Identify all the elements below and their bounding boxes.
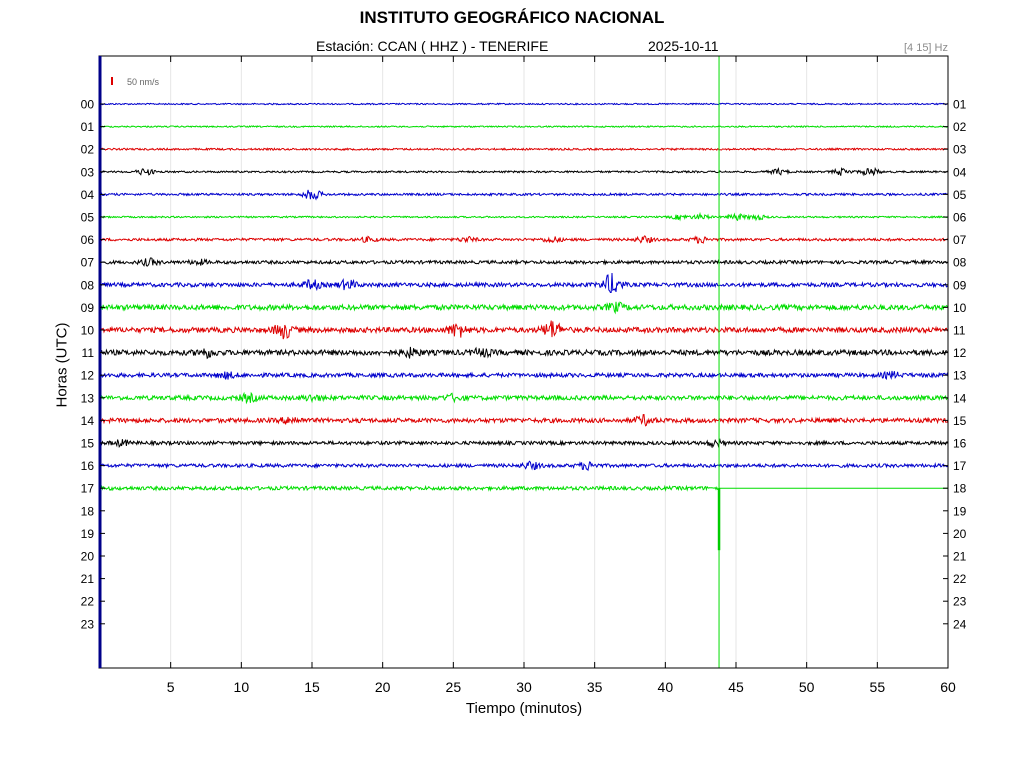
hour-label-right: 01: [953, 98, 967, 112]
hour-label-right: 16: [953, 437, 967, 451]
trace-hour-05: [99, 211, 949, 222]
hour-label-left: 18: [81, 504, 95, 518]
hour-label-right: 21: [953, 550, 967, 564]
trace-hour-12: [99, 370, 949, 380]
trace-hour-01: [99, 124, 949, 129]
hour-label-right: 04: [953, 165, 967, 179]
hour-label-right: 08: [953, 256, 967, 270]
hour-label-right: 06: [953, 211, 967, 225]
trace-hour-16: [99, 460, 949, 472]
hour-label-right: 07: [953, 233, 967, 247]
trace-hour-06: [99, 235, 949, 244]
x-tick-label: 40: [658, 679, 674, 695]
amplitude-scale: 50 nm/s: [111, 77, 160, 87]
hour-label-left: 08: [81, 278, 95, 292]
trace-hour-00: [99, 102, 949, 106]
x-ticks: 5 10 15 20 25 30 35 40 45 50 55 60: [167, 56, 956, 695]
hour-label-right: 12: [953, 346, 967, 360]
hour-label-left: 16: [81, 459, 95, 473]
trace-hour-11: [99, 346, 949, 360]
x-tick-label: 55: [870, 679, 886, 695]
hour-label-right: 14: [953, 391, 967, 405]
chart-title: INSTITUTO GEOGRÁFICO NACIONAL: [359, 8, 665, 27]
hour-label-right: 10: [953, 301, 967, 315]
hour-label-left: 19: [81, 527, 95, 541]
hour-label-right: 02: [953, 120, 967, 134]
hour-label-left: 04: [81, 188, 95, 202]
hour-label-left: 01: [81, 120, 95, 134]
x-tick-label: 60: [940, 679, 956, 695]
hour-label-right: 23: [953, 595, 967, 609]
hour-label-right: 13: [953, 369, 967, 383]
trace-hour-14: [99, 413, 949, 427]
hour-label-right: 20: [953, 527, 967, 541]
x-tick-label: 50: [799, 679, 815, 695]
hour-label-left: 12: [81, 369, 95, 383]
x-tick-label: 45: [728, 679, 744, 695]
hour-label-right: 09: [953, 278, 967, 292]
trace-hour-03: [99, 166, 949, 177]
trace-hour-17: [99, 484, 719, 492]
hour-label-left: 21: [81, 572, 95, 586]
hour-label-right: 18: [953, 482, 967, 496]
x-tick-label: 30: [516, 679, 532, 695]
x-tick-label: 5: [167, 679, 175, 695]
hour-label-left: 05: [81, 211, 95, 225]
hour-label-left: 13: [81, 391, 95, 405]
hour-label-right: 24: [953, 617, 967, 631]
date-label: 2025-10-11: [648, 38, 719, 54]
hour-label-left: 17: [81, 482, 95, 496]
hour-label-left: 07: [81, 256, 95, 270]
grid-lines: [170, 56, 878, 668]
hour-label-right: 17: [953, 459, 967, 473]
trace-hour-04: [99, 189, 949, 201]
trace-hour-10: [99, 320, 949, 340]
trace-hour-13: [99, 391, 949, 405]
trace-hour-09: [99, 301, 949, 315]
hour-label-left: 23: [81, 617, 95, 631]
x-tick-label: 10: [234, 679, 250, 695]
hour-label-left: 09: [81, 301, 95, 315]
trace-hour-02: [99, 147, 949, 152]
hour-label-left: 20: [81, 550, 95, 564]
hour-label-left: 02: [81, 143, 95, 157]
hour-label-left: 11: [82, 346, 95, 360]
hour-label-left: 15: [81, 437, 95, 451]
hour-label-right: 22: [953, 572, 967, 586]
hour-label-left: 03: [81, 165, 95, 179]
hour-label-right: 03: [953, 143, 967, 157]
x-tick-label: 25: [446, 679, 462, 695]
hour-label-left: 10: [81, 324, 95, 338]
hour-label-right: 05: [953, 188, 967, 202]
filter-label: [4 15] Hz: [903, 42, 948, 54]
hour-label-right: 11: [953, 324, 966, 338]
hour-label-left: 06: [81, 233, 95, 247]
hour-label-left: 22: [81, 595, 95, 609]
trace-hour-15: [99, 437, 949, 449]
seismogram-traces: [99, 102, 949, 492]
x-tick-label: 20: [375, 679, 391, 695]
x-tick-label: 35: [587, 679, 603, 695]
hour-label-left: 00: [81, 98, 95, 112]
station-label: Estación: CCAN ( HHZ ) - TENERIFE: [316, 38, 549, 54]
trace-hour-08: [99, 272, 949, 294]
hour-label-right: 19: [953, 504, 967, 518]
trace-hour-07: [99, 257, 949, 267]
hour-label-right: 15: [953, 414, 967, 428]
x-tick-label: 15: [304, 679, 320, 695]
scale-bar: [111, 77, 113, 85]
hour-label-left: 14: [81, 414, 95, 428]
hour-labels: 00 01 02 03 04 05 06 07 08 09 10 11 12 13 14 15 16 17 18 19…: [81, 98, 967, 632]
x-axis-label: Tiempo (minutos): [465, 700, 583, 717]
scale-label: 50 nm/s: [127, 77, 160, 87]
